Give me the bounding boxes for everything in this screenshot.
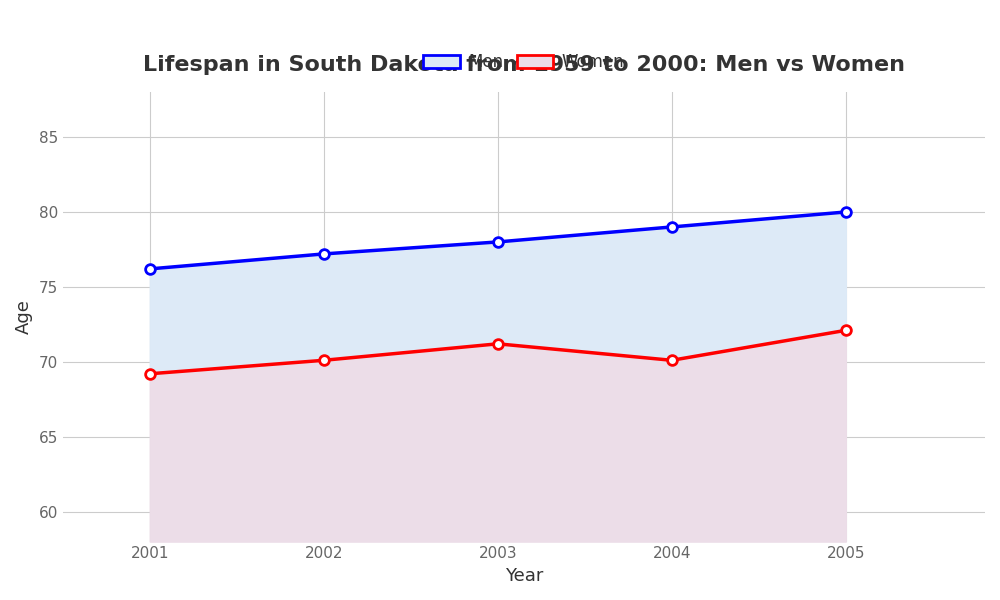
Title: Lifespan in South Dakota from 1959 to 2000: Men vs Women: Lifespan in South Dakota from 1959 to 20…	[143, 55, 905, 75]
X-axis label: Year: Year	[505, 567, 543, 585]
Legend: Men, Women: Men, Women	[417, 47, 631, 78]
Y-axis label: Age: Age	[15, 299, 33, 334]
